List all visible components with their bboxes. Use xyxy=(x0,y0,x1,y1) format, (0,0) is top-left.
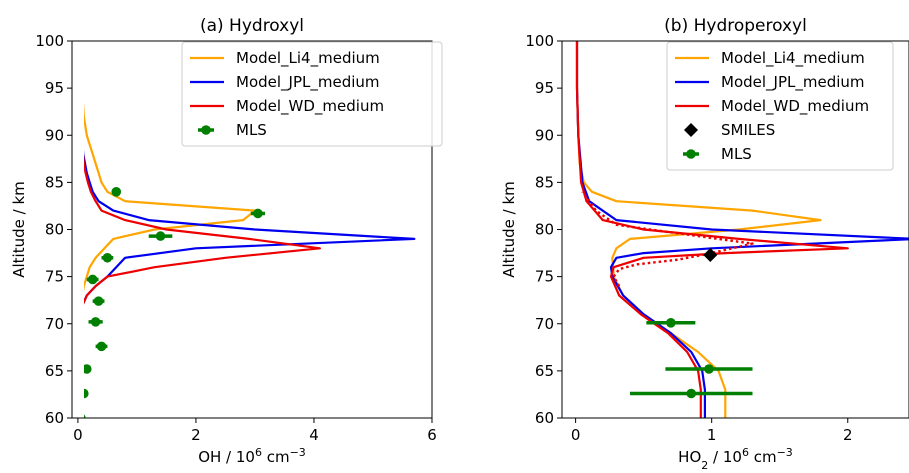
legend-swatch xyxy=(201,125,211,135)
x-tick-label: 6 xyxy=(427,426,437,444)
y-tick-label: 70 xyxy=(535,315,554,333)
y-tick-label: 95 xyxy=(535,79,554,97)
series-line xyxy=(581,191,754,287)
x-tick-label: 2 xyxy=(191,426,201,444)
legend-label: Model_JPL_medium xyxy=(236,73,380,92)
plot-frame xyxy=(561,40,909,419)
legend-label: MLS xyxy=(236,121,267,139)
y-tick-label: 85 xyxy=(45,173,64,191)
chart-title: (a) Hydroxyl xyxy=(200,16,304,36)
legend-swatch xyxy=(684,123,698,137)
x-tick-label: 0 xyxy=(571,426,581,444)
y-tick-label: 100 xyxy=(35,32,64,50)
legend-label: Model_WD_medium xyxy=(721,97,869,116)
plot-area xyxy=(84,102,416,418)
y-tick-label: 100 xyxy=(525,32,554,50)
data-point xyxy=(686,388,697,399)
y-tick-label: 70 xyxy=(45,315,64,333)
y-tick-label: 65 xyxy=(535,362,554,380)
x-tick-label: 1 xyxy=(707,426,717,444)
panel-hydroxyl: (a) Hydroxyl 60 65 70 75 80 85 90 95 100 0 2 4 6 Altit… xyxy=(10,16,443,467)
series-line xyxy=(84,102,257,293)
legend-label: Model_WD_medium xyxy=(236,97,384,116)
chart-title: (b) Hydroperoxyl xyxy=(664,16,807,36)
data-point xyxy=(666,318,676,328)
x-axis-label: OH / 106 cm−3 xyxy=(198,446,306,467)
legend-label: Model_Li4_medium xyxy=(236,49,380,68)
data-point xyxy=(111,187,122,197)
data-point xyxy=(90,317,101,327)
y-tick-label: 65 xyxy=(45,362,64,380)
data-point xyxy=(84,388,89,399)
data-point xyxy=(703,247,718,262)
y-tick-label: 60 xyxy=(535,409,554,427)
data-point xyxy=(84,364,92,374)
panel-hydroperoxyl: (b) Hydroperoxyl 60 65 70 75 80 85 90 95 100 0 1 2 Al… xyxy=(500,16,909,472)
plot-area xyxy=(575,41,909,418)
x-tick-label: 0 xyxy=(73,426,83,444)
y-tick-label: 60 xyxy=(45,409,64,427)
data-point xyxy=(87,274,98,285)
y-tick-label: 80 xyxy=(535,221,554,239)
data-point xyxy=(96,341,107,352)
x-axis-label: HO2 / 106 cm−3 xyxy=(678,446,793,472)
legend-label: Model_JPL_medium xyxy=(721,73,865,92)
series-line xyxy=(84,154,321,305)
legend-swatch xyxy=(686,149,696,159)
series-line xyxy=(575,41,909,418)
legend-label: SMILES xyxy=(721,121,775,139)
data-point xyxy=(84,414,86,418)
legend-box xyxy=(181,41,443,147)
legend-label: Model_Li4_medium xyxy=(721,49,865,68)
data-point xyxy=(253,208,263,219)
legend-label: MLS xyxy=(721,145,752,163)
legend: Model_Li4_medium Model_JPL_medium Model_WD… xyxy=(666,41,894,171)
legend: Model_Li4_medium Model_JPL_medium Model_WD… xyxy=(181,41,443,147)
y-tick-label: 95 xyxy=(45,79,64,97)
data-point xyxy=(155,231,166,241)
data-point xyxy=(102,252,113,263)
plot-frame xyxy=(71,40,433,419)
y-tick-label: 90 xyxy=(535,126,554,144)
y-tick-label: 85 xyxy=(535,173,554,191)
y-tick-label: 90 xyxy=(45,126,64,144)
data-point xyxy=(704,364,714,374)
legend-box xyxy=(666,41,894,171)
y-axis-label: Altitude / km xyxy=(500,181,518,278)
y-tick-label: 75 xyxy=(535,268,554,286)
y-tick-label: 80 xyxy=(45,221,64,239)
x-tick-label: 4 xyxy=(309,426,319,444)
x-tick-label: 2 xyxy=(843,426,853,444)
series-line xyxy=(575,41,849,418)
y-tick-label: 75 xyxy=(45,268,64,286)
y-axis-label: Altitude / km xyxy=(10,181,28,278)
data-point xyxy=(93,296,104,306)
